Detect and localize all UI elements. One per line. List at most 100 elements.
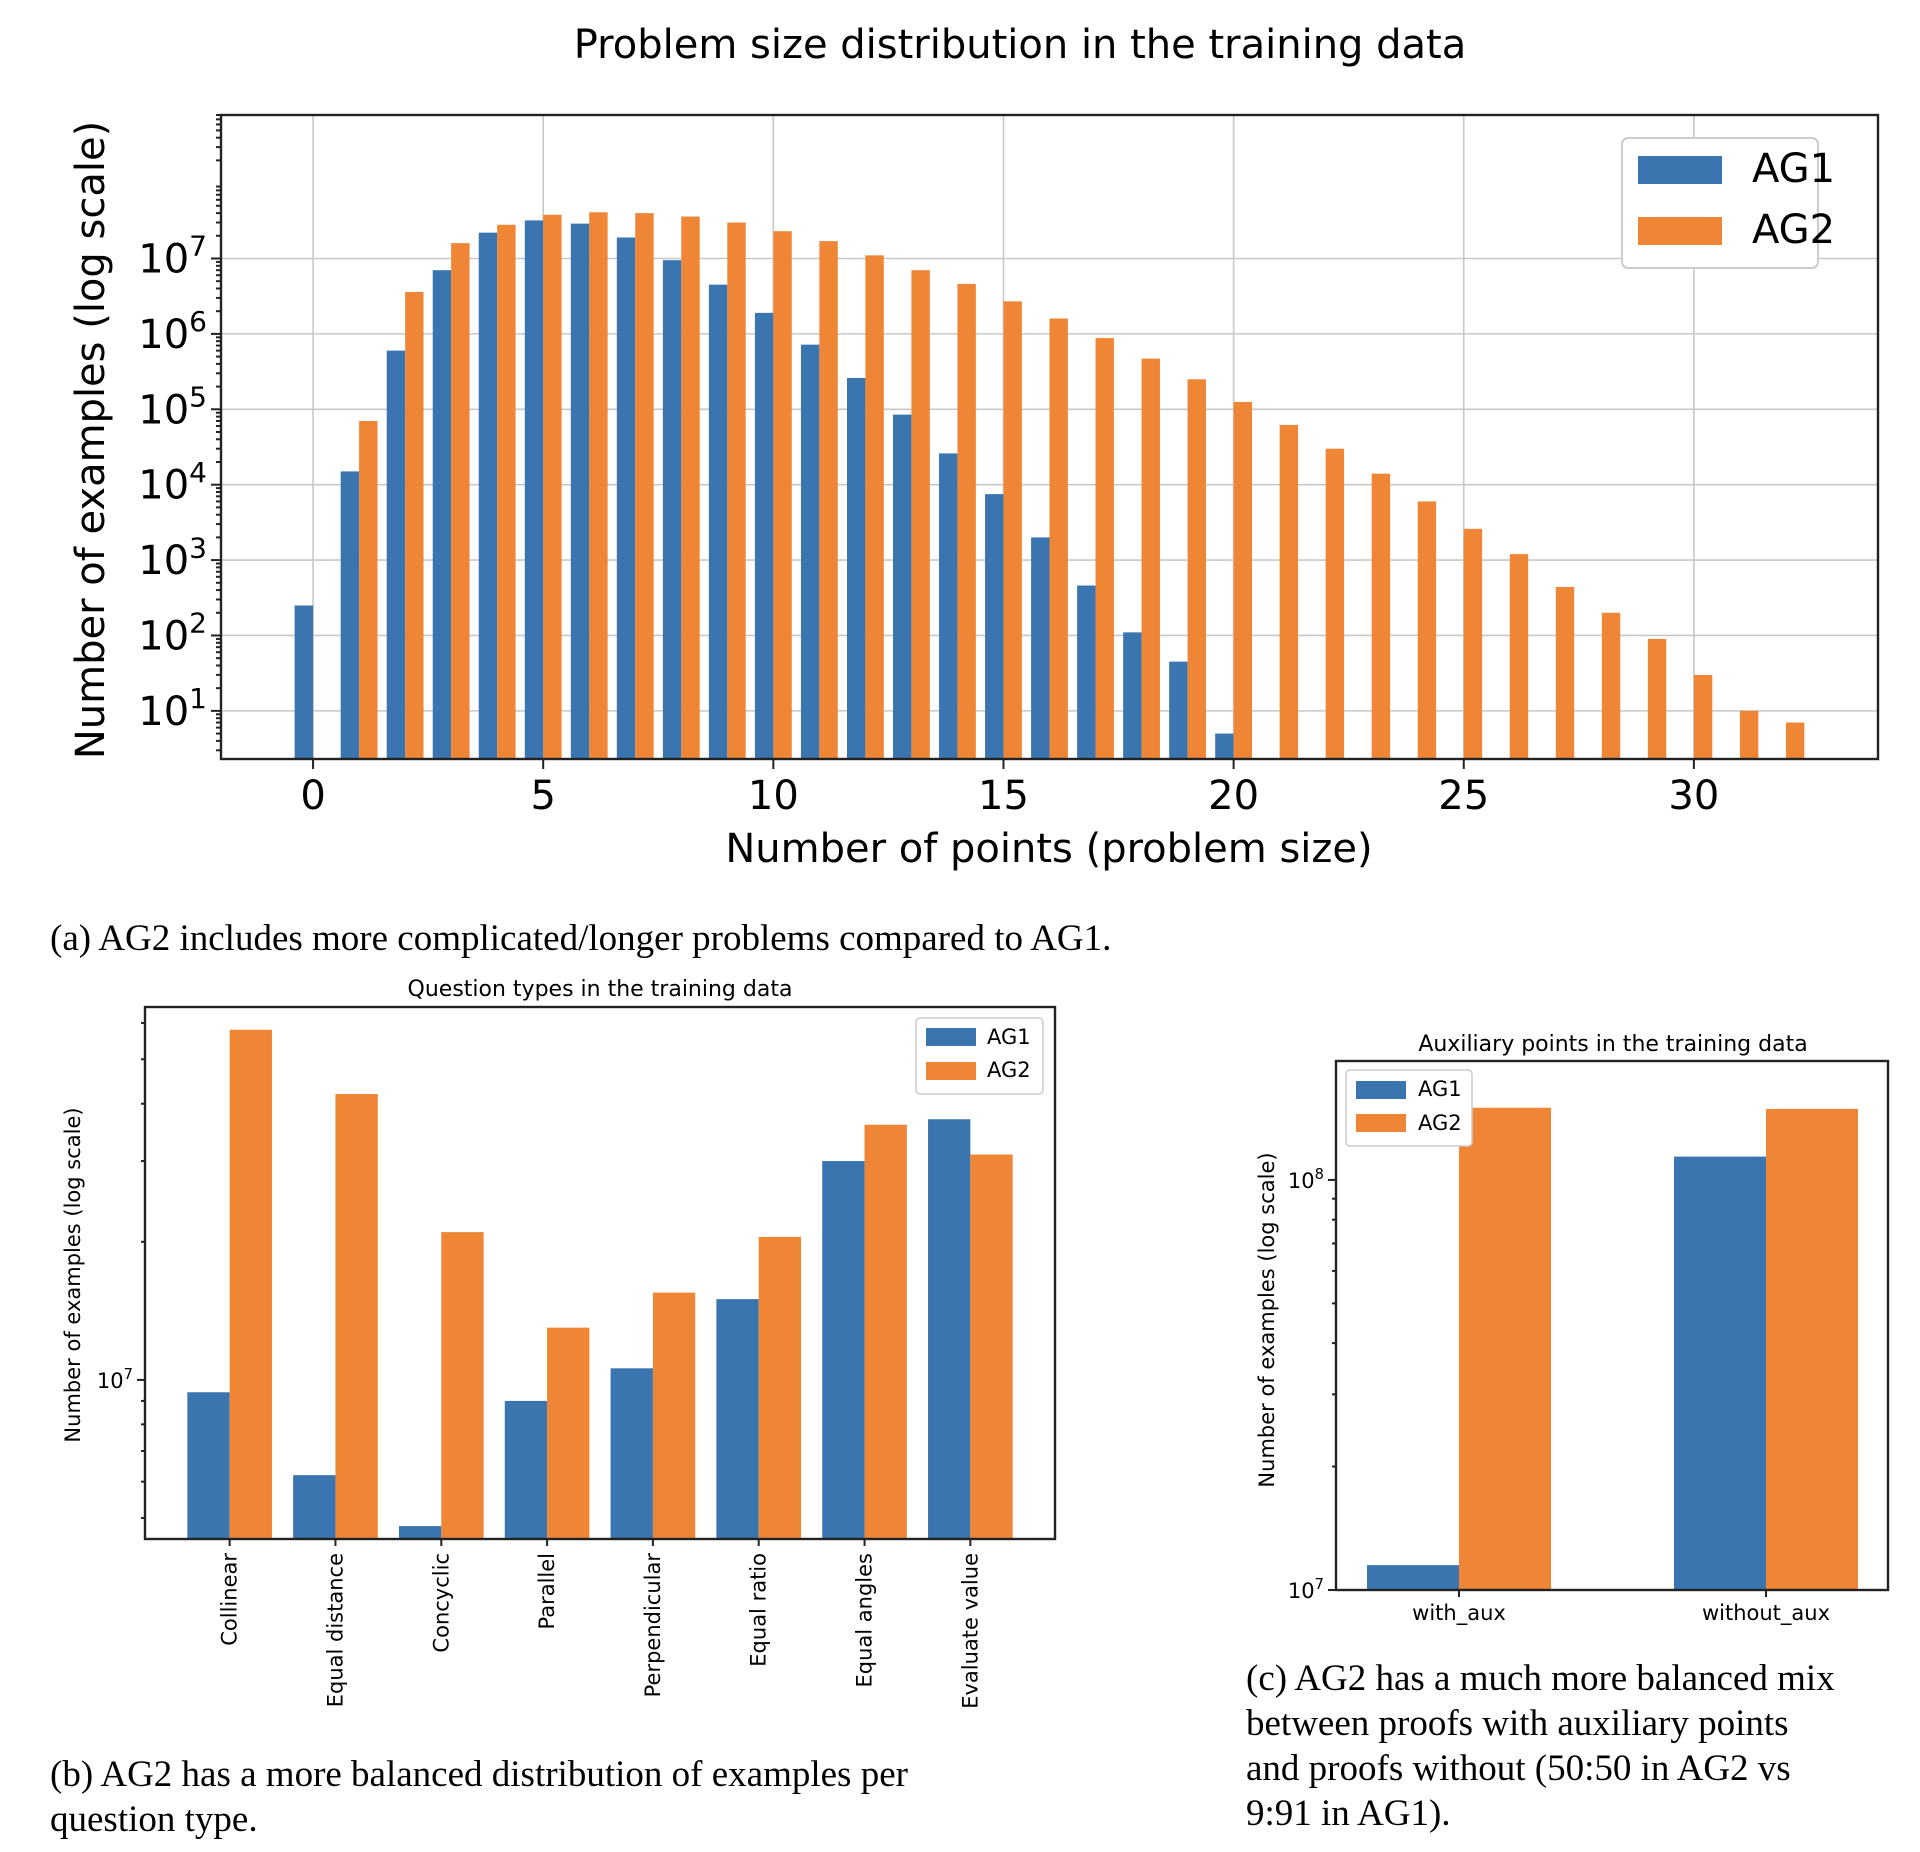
bar-ag1-size-3	[432, 270, 452, 759]
bar-ag1-size-20	[1215, 733, 1234, 759]
x-tick-label: Collinear	[218, 1553, 242, 1646]
x-tick-label: 0	[300, 773, 325, 819]
bar-ag2-size-3	[451, 243, 470, 759]
y-tick-label: 106	[138, 305, 207, 358]
bar-ag1-evaluate-value	[928, 1119, 971, 1539]
legend-swatch-ag1	[1638, 156, 1722, 184]
bar-ag2-size-28	[1601, 612, 1621, 759]
bar-ag2-size-7	[635, 213, 654, 759]
bar-ag1-perpendicular	[610, 1368, 653, 1539]
bar-ag2-size-11	[819, 241, 838, 760]
bar-ag1-size-12	[846, 377, 866, 759]
bar-ag2-evaluate-value	[970, 1154, 1013, 1539]
bar-ag1-concyclic	[398, 1526, 442, 1539]
x-tick-label: Equal ratio	[747, 1553, 771, 1667]
y-tick-label: 108	[1288, 1166, 1324, 1193]
bar-ag2-collinear	[229, 1029, 272, 1539]
legend-swatch-ag1	[926, 1028, 976, 1046]
caption-c-line: 9:91 in AG1).	[1246, 1793, 1451, 1834]
chart-a-frame	[219, 113, 1880, 761]
y-tick-label: 107	[1288, 1576, 1324, 1603]
bar-ag2-size-9	[727, 222, 746, 760]
caption-c-line: between proofs with auxiliary points	[1246, 1703, 1789, 1744]
bar-ag1-size-8	[662, 260, 682, 759]
bar-ag1-equal-ratio	[716, 1299, 759, 1539]
legend-swatch-ag2	[1356, 1114, 1406, 1132]
y-tick-label: 107	[97, 1366, 133, 1393]
chart-b-title: Question types in the training data	[408, 977, 793, 1002]
bar-ag2-size-6	[589, 212, 608, 759]
legend-label-ag2: AG2	[1418, 1111, 1462, 1135]
bar-ag1-size-1	[340, 471, 360, 759]
bar-ag1-with-aux	[1367, 1565, 1459, 1590]
bar-ag2-size-1	[359, 420, 378, 759]
bar-ag1-collinear	[187, 1392, 230, 1539]
bar-ag1-size-17	[1077, 585, 1096, 759]
bar-ag2-size-25	[1463, 528, 1483, 759]
bar-ag2-size-26	[1509, 554, 1529, 759]
chart-c-ylabel: Number of examples (log scale)	[1255, 1152, 1279, 1487]
bar-ag1-size-0	[294, 605, 314, 759]
bar-ag1-size-9	[708, 284, 728, 759]
chart-a-ylabel: Number of examples (log scale)	[68, 121, 114, 759]
bar-ag2-size-8	[681, 216, 700, 760]
legend-swatch-ag1	[1356, 1081, 1406, 1099]
chart-c-legend: AG1 AG2	[1345, 1069, 1473, 1147]
caption-a: (a) AG2 includes more complicated/longer…	[50, 918, 1111, 959]
x-tick-label: 10	[748, 773, 799, 819]
x-tick-label: Equal distance	[323, 1553, 347, 1707]
legend-swatch-ag2	[1638, 217, 1722, 245]
x-tick-label: Perpendicular	[641, 1553, 665, 1698]
caption-b-line: (b) AG2 has a more balanced distribution…	[50, 1754, 908, 1795]
x-tick-label: without_aux	[1702, 1601, 1830, 1626]
bar-ag1-parallel	[504, 1400, 548, 1539]
bar-ag2-size-19	[1187, 379, 1206, 759]
x-tick-label: Evaluate value	[958, 1553, 982, 1709]
bar-ag2-size-15	[1003, 301, 1022, 759]
bar-ag2-size-17	[1095, 338, 1114, 759]
caption-c-line: (c) AG2 has a much more balanced mix	[1246, 1658, 1835, 1699]
bar-ag2-parallel	[547, 1327, 590, 1539]
chart-b-frame	[143, 1005, 1057, 1541]
legend-label-ag2: AG2	[987, 1058, 1031, 1082]
bar-ag2-size-10	[773, 231, 792, 759]
chart-c-title: Auxiliary points in the training data	[1418, 1032, 1807, 1057]
bar-ag2-without-aux	[1766, 1108, 1858, 1590]
bar-ag2-equal-angles	[864, 1124, 907, 1539]
bar-ag2-size-22	[1325, 448, 1345, 759]
bar-ag2-size-31	[1739, 710, 1759, 759]
chart-a: Problem size distribution in the trainin…	[50, 22, 1880, 959]
bar-ag2-size-23	[1371, 473, 1391, 759]
bar-ag1-size-18	[1123, 632, 1142, 759]
bar-ag1-size-5	[524, 220, 544, 759]
bar-ag1-without-aux	[1674, 1156, 1766, 1590]
bar-ag2-size-5	[543, 214, 562, 759]
bar-ag2-size-24	[1417, 501, 1437, 759]
x-tick-label: 30	[1668, 773, 1719, 819]
bar-ag1-size-4	[478, 232, 498, 759]
bar-ag1-size-6	[570, 223, 590, 760]
chart-c: Auxiliary points in the training data wi…	[1246, 1032, 1890, 1834]
legend-swatch-ag2	[926, 1062, 976, 1080]
bar-ag1-size-16	[1031, 537, 1050, 759]
legend-label-ag1: AG1	[1418, 1077, 1462, 1101]
chart-a-xlabel: Number of points (problem size)	[725, 826, 1372, 872]
x-tick-label: 25	[1438, 773, 1489, 819]
y-tick-label: 103	[138, 531, 207, 584]
bar-ag1-equal-angles	[822, 1161, 865, 1539]
y-tick-label: 107	[138, 230, 207, 283]
bar-ag2-perpendicular	[652, 1292, 696, 1539]
x-tick-label: 5	[530, 773, 555, 819]
bar-ag1-size-14	[939, 453, 958, 759]
bar-ag2-size-12	[865, 255, 884, 759]
chart-b: Question types in the training data Coll…	[50, 977, 1057, 1840]
chart-b-legend: AG1 AG2	[915, 1017, 1044, 1095]
y-tick-label: 105	[138, 380, 207, 433]
bar-ag1-size-11	[800, 344, 820, 759]
x-tick-label: 20	[1208, 773, 1259, 819]
chart-a-title: Problem size distribution in the trainin…	[574, 22, 1467, 68]
caption-c-line: and proofs without (50:50 in AG2 vs	[1246, 1748, 1791, 1789]
bar-ag2-with-aux	[1459, 1107, 1551, 1590]
bar-ag2-size-32	[1785, 722, 1805, 759]
